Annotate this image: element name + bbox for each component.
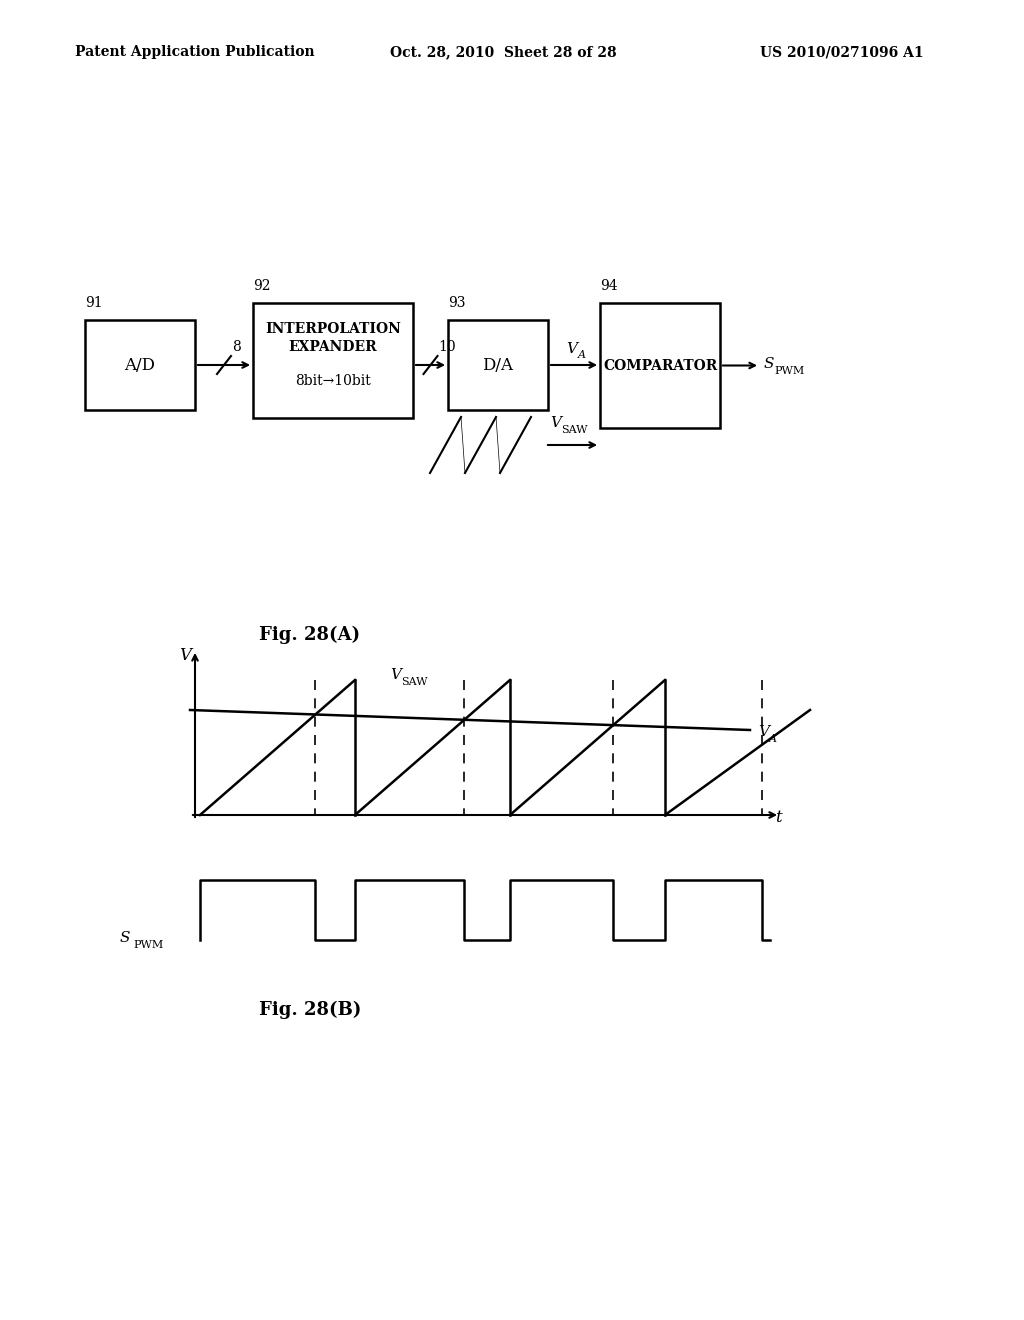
Text: COMPARATOR: COMPARATOR bbox=[603, 359, 717, 372]
Text: PWM: PWM bbox=[133, 940, 163, 950]
Text: 92: 92 bbox=[253, 279, 270, 293]
Text: Fig. 28(B): Fig. 28(B) bbox=[259, 1001, 361, 1019]
Text: US 2010/0271096 A1: US 2010/0271096 A1 bbox=[760, 45, 924, 59]
Text: D/A: D/A bbox=[482, 356, 513, 374]
Text: V: V bbox=[550, 416, 561, 430]
Text: Fig. 28(A): Fig. 28(A) bbox=[259, 626, 360, 644]
Text: SAW: SAW bbox=[561, 425, 588, 436]
Text: 91: 91 bbox=[85, 296, 102, 310]
Text: V: V bbox=[179, 647, 191, 664]
Text: INTERPOLATION: INTERPOLATION bbox=[265, 322, 401, 337]
Text: V: V bbox=[566, 342, 578, 356]
Text: V: V bbox=[390, 668, 401, 682]
Text: A: A bbox=[578, 350, 586, 360]
Text: 8bit→10bit: 8bit→10bit bbox=[295, 374, 371, 388]
Text: Patent Application Publication: Patent Application Publication bbox=[75, 45, 314, 59]
Text: Oct. 28, 2010  Sheet 28 of 28: Oct. 28, 2010 Sheet 28 of 28 bbox=[390, 45, 616, 59]
Text: SAW: SAW bbox=[401, 677, 427, 686]
Bar bbox=[253, 304, 413, 418]
Text: V: V bbox=[758, 725, 769, 739]
Text: 10: 10 bbox=[438, 341, 456, 354]
Text: PWM: PWM bbox=[774, 367, 804, 376]
Text: A/D: A/D bbox=[125, 356, 156, 374]
Text: t: t bbox=[775, 808, 781, 825]
Text: 94: 94 bbox=[600, 279, 617, 293]
Text: 8: 8 bbox=[232, 341, 241, 354]
Text: S: S bbox=[120, 931, 130, 945]
Text: EXPANDER: EXPANDER bbox=[289, 341, 377, 354]
Text: A: A bbox=[769, 734, 777, 744]
Text: S: S bbox=[764, 356, 774, 371]
Bar bbox=[85, 319, 195, 411]
Bar bbox=[600, 304, 720, 428]
Bar bbox=[449, 319, 548, 411]
Text: 93: 93 bbox=[449, 296, 466, 310]
